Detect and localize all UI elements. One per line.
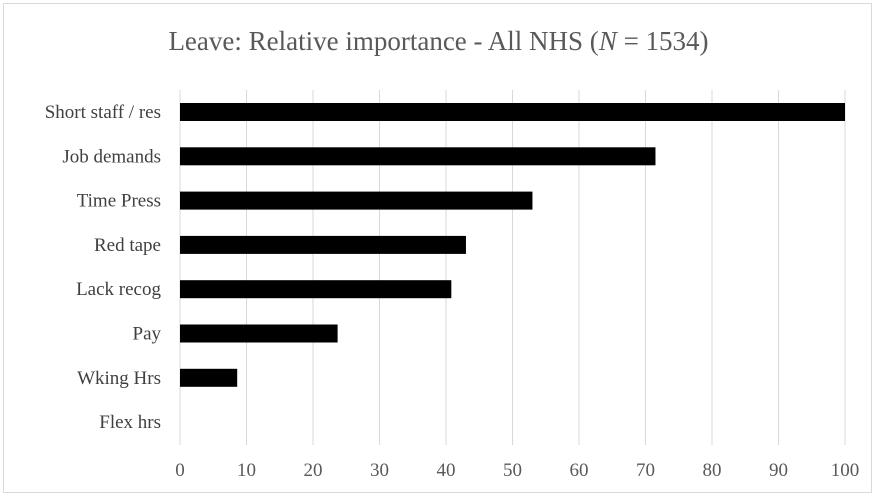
x-tick-label: 10 (237, 460, 256, 481)
category-label: Wking Hrs (77, 368, 161, 389)
category-label: Job demands (62, 146, 161, 167)
gridlines (179, 90, 846, 445)
x-tick-label: 30 (370, 460, 389, 481)
chart-title-n-symbol: N (598, 26, 617, 56)
bar (180, 280, 452, 299)
bar (180, 324, 338, 343)
bar (180, 191, 533, 210)
category-label: Time Press (77, 191, 161, 212)
category-label: Short staff / res (45, 102, 161, 123)
x-tick-label: 20 (304, 460, 323, 481)
chart-title: Leave: Relative importance - All NHS (N … (0, 26, 877, 57)
x-tick-label: 60 (570, 460, 589, 481)
x-tick-label: 90 (769, 460, 788, 481)
x-tick-label: 100 (831, 460, 860, 481)
category-labels: Short staff / res Job demands Time Press Re… (45, 102, 162, 433)
category-label: Lack recog (76, 279, 161, 300)
x-tick-labels: 0 10 20 30 40 50 60 70 80 90 100 (175, 460, 859, 481)
category-label: Pay (133, 324, 162, 345)
bars (180, 103, 845, 387)
bar (180, 368, 238, 387)
x-tick-label: 70 (636, 460, 655, 481)
category-label: Flex hrs (99, 412, 161, 433)
bar (180, 235, 466, 254)
x-tick-label: 0 (175, 460, 185, 481)
x-tick-label: 50 (503, 460, 522, 481)
chart-title-suffix: = 1534) (616, 26, 709, 56)
chart-title-prefix: Leave: Relative importance - All NHS ( (168, 26, 599, 56)
category-label: Red tape (94, 235, 161, 256)
x-tick-label: 80 (703, 460, 722, 481)
x-tick-label: 40 (437, 460, 456, 481)
bar (180, 103, 845, 121)
bar (180, 147, 656, 166)
